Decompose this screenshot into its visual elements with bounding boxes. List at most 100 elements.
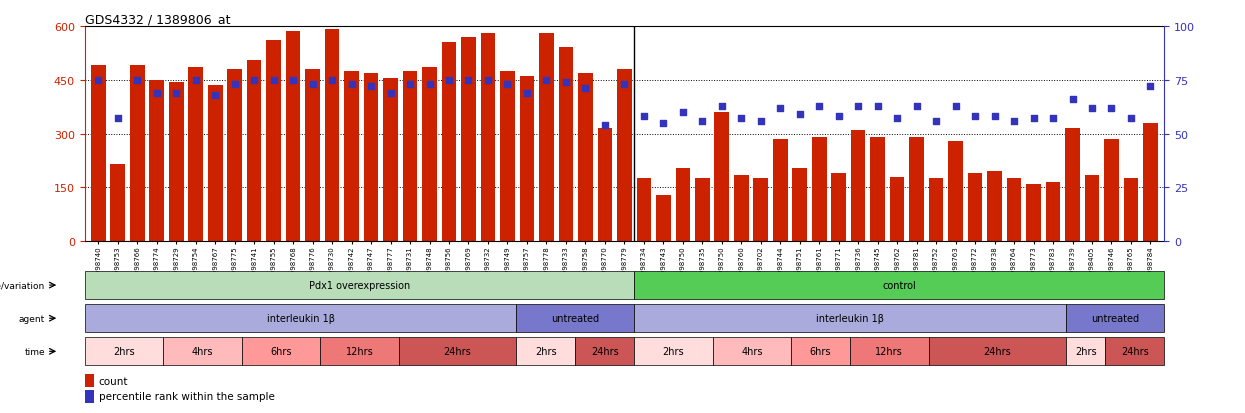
Bar [832, 173, 847, 242]
Bar [636, 179, 651, 242]
Bar [1026, 184, 1041, 242]
Point [478, 77, 498, 84]
Bar [325, 31, 340, 242]
Point [634, 114, 654, 120]
Point [654, 120, 674, 127]
Point [303, 81, 322, 88]
Bar [345, 71, 359, 242]
FancyBboxPatch shape [791, 337, 850, 366]
Bar [792, 168, 807, 242]
Bar [1007, 179, 1021, 242]
Text: time: time [25, 347, 45, 356]
Point [789, 112, 809, 118]
Point [595, 122, 615, 129]
Text: percentile rank within the sample: percentile rank within the sample [98, 392, 274, 401]
FancyBboxPatch shape [929, 337, 1066, 366]
Bar [364, 74, 378, 242]
Bar [753, 179, 768, 242]
Bar [1104, 140, 1119, 242]
Point [186, 77, 205, 84]
Text: Pdx1 overexpression: Pdx1 overexpression [309, 280, 410, 290]
Bar [188, 68, 203, 242]
Text: 4hrs: 4hrs [192, 347, 213, 356]
Bar [519, 77, 534, 242]
Text: control: control [883, 280, 916, 290]
Point [400, 81, 420, 88]
Point [575, 86, 595, 93]
Bar [1124, 179, 1138, 242]
Point [985, 114, 1005, 120]
Point [1120, 116, 1140, 123]
Bar [578, 74, 593, 242]
Bar [111, 165, 124, 242]
Point [1062, 97, 1082, 103]
Point [672, 109, 692, 116]
FancyBboxPatch shape [1066, 337, 1106, 366]
FancyBboxPatch shape [85, 304, 517, 332]
Point [906, 103, 926, 109]
Point [926, 118, 946, 125]
FancyBboxPatch shape [634, 271, 1164, 299]
Point [848, 103, 868, 109]
Text: genotype/variation: genotype/variation [0, 281, 45, 290]
Bar [598, 129, 613, 242]
Bar [618, 70, 631, 242]
Point [420, 81, 439, 88]
Point [167, 90, 187, 97]
FancyBboxPatch shape [1066, 304, 1164, 332]
Bar [169, 82, 183, 242]
Text: 24hrs: 24hrs [984, 347, 1011, 356]
Bar [676, 168, 690, 242]
Point [127, 77, 147, 84]
Point [517, 90, 537, 97]
Text: interleukin 1β: interleukin 1β [266, 313, 335, 323]
Bar [695, 179, 710, 242]
Bar [1084, 176, 1099, 242]
Point [557, 79, 576, 86]
Text: 2hrs: 2hrs [535, 347, 557, 356]
Point [965, 114, 985, 120]
FancyBboxPatch shape [242, 337, 320, 366]
FancyBboxPatch shape [517, 304, 634, 332]
Bar [1046, 183, 1061, 242]
Point [439, 77, 459, 84]
Point [731, 116, 751, 123]
FancyBboxPatch shape [517, 337, 575, 366]
Text: 24hrs: 24hrs [1120, 347, 1148, 356]
Bar [481, 34, 496, 242]
Text: 24hrs: 24hrs [443, 347, 472, 356]
Point [868, 103, 888, 109]
Point [147, 90, 167, 97]
Bar [85, 374, 93, 387]
Bar [539, 34, 554, 242]
Text: 4hrs: 4hrs [741, 347, 763, 356]
FancyBboxPatch shape [850, 337, 929, 366]
Text: 2hrs: 2hrs [113, 347, 134, 356]
Bar [461, 38, 476, 242]
Bar [208, 86, 223, 242]
Point [244, 77, 264, 84]
Bar [735, 176, 748, 242]
Bar [228, 70, 242, 242]
Bar [247, 61, 261, 242]
Bar [1143, 123, 1158, 242]
FancyBboxPatch shape [163, 337, 242, 366]
Bar [656, 195, 671, 242]
Bar [85, 390, 93, 403]
Point [1102, 105, 1122, 112]
Bar [870, 138, 885, 242]
Bar [929, 179, 944, 242]
Bar [890, 177, 904, 242]
Bar [500, 71, 514, 242]
Text: 12hrs: 12hrs [346, 347, 373, 356]
FancyBboxPatch shape [634, 304, 1066, 332]
Text: GDS4332 / 1389806_at: GDS4332 / 1389806_at [85, 13, 230, 26]
Point [498, 81, 518, 88]
Bar [967, 173, 982, 242]
Point [341, 81, 361, 88]
Bar [1066, 129, 1079, 242]
FancyBboxPatch shape [712, 337, 791, 366]
Point [712, 103, 732, 109]
Bar [422, 68, 437, 242]
Bar [909, 138, 924, 242]
